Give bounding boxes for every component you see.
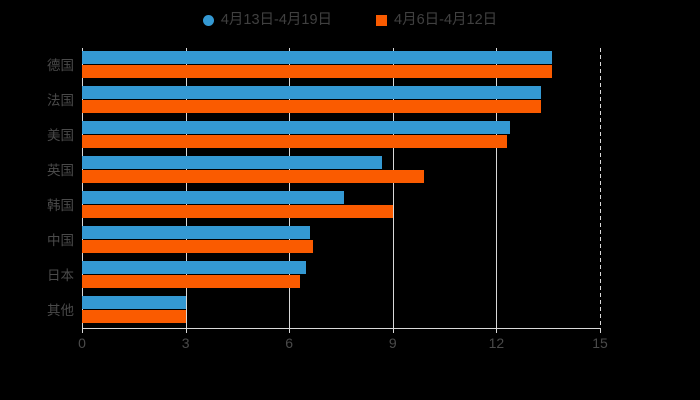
bar-法国-series-1[interactable] — [82, 100, 542, 113]
gridline-6 — [289, 48, 291, 328]
x-tick-mark-3 — [185, 328, 187, 333]
bar-英国-series-0[interactable] — [82, 156, 383, 169]
bar-中国-series-1[interactable] — [82, 240, 314, 253]
x-tick-label-0: 0 — [78, 335, 86, 351]
x-tick-mark-6 — [289, 328, 291, 333]
legend-circle-marker-icon — [202, 14, 214, 26]
x-tick-mark-0 — [82, 328, 83, 333]
bar-其他-series-1[interactable] — [82, 310, 186, 323]
bar-中国-series-0[interactable] — [82, 226, 310, 239]
x-tick-mark-9 — [392, 328, 394, 333]
x-tick-label-3: 3 — [181, 335, 190, 351]
x-tick-label-12: 12 — [488, 335, 505, 351]
y-axis-category-labels: 德国法国美国英国韩国中国日本其他 — [0, 48, 74, 328]
gridline-15 — [600, 48, 601, 328]
x-tick-label-15: 15 — [592, 335, 608, 351]
gridline-9 — [392, 48, 394, 328]
y-axis-label-美国: 美国 — [47, 127, 74, 143]
legend-label-series-0: 4月13日-4月19日 — [220, 11, 333, 28]
legend-square-marker-icon — [376, 14, 388, 26]
y-axis-label-英国: 英国 — [47, 162, 74, 178]
x-tick-label-9: 9 — [388, 335, 397, 351]
chart-legend: 4月13日-4月19日 4月6日-4月12日 — [0, 8, 700, 32]
bar-日本-series-0[interactable] — [82, 261, 307, 274]
x-tick-mark-12 — [496, 328, 498, 333]
bar-美国-series-0[interactable] — [82, 121, 511, 134]
y-axis-label-德国: 德国 — [47, 57, 74, 73]
legend-item-series-0[interactable]: 4月13日-4月19日 — [202, 11, 333, 28]
x-tick-mark-15 — [600, 328, 601, 333]
x-tick-label-6: 6 — [285, 335, 294, 351]
x-axis-line — [82, 328, 601, 329]
legend-label-series-1: 4月6日-4月12日 — [394, 11, 498, 28]
legend-item-series-1[interactable]: 4月6日-4月12日 — [376, 13, 497, 28]
gridline-0 — [82, 48, 83, 328]
bar-日本-series-1[interactable] — [82, 275, 300, 288]
y-axis-label-其他: 其他 — [47, 302, 74, 318]
y-axis-label-法国: 法国 — [47, 92, 74, 108]
bar-德国-series-0[interactable] — [82, 51, 552, 64]
gridline-3 — [185, 48, 187, 328]
bar-英国-series-1[interactable] — [82, 170, 424, 183]
y-axis-label-日本: 日本 — [47, 267, 74, 283]
plot-area — [82, 48, 601, 328]
bar-法国-series-0[interactable] — [82, 86, 542, 99]
bar-其他-series-0[interactable] — [82, 296, 186, 309]
bar-美国-series-1[interactable] — [82, 135, 507, 148]
gridline-12 — [496, 48, 498, 328]
y-axis-label-韩国: 韩国 — [47, 197, 74, 213]
bar-韩国-series-0[interactable] — [82, 191, 345, 204]
bar-韩国-series-1[interactable] — [82, 205, 393, 218]
y-axis-label-中国: 中国 — [47, 232, 74, 248]
bar-德国-series-1[interactable] — [82, 65, 552, 78]
